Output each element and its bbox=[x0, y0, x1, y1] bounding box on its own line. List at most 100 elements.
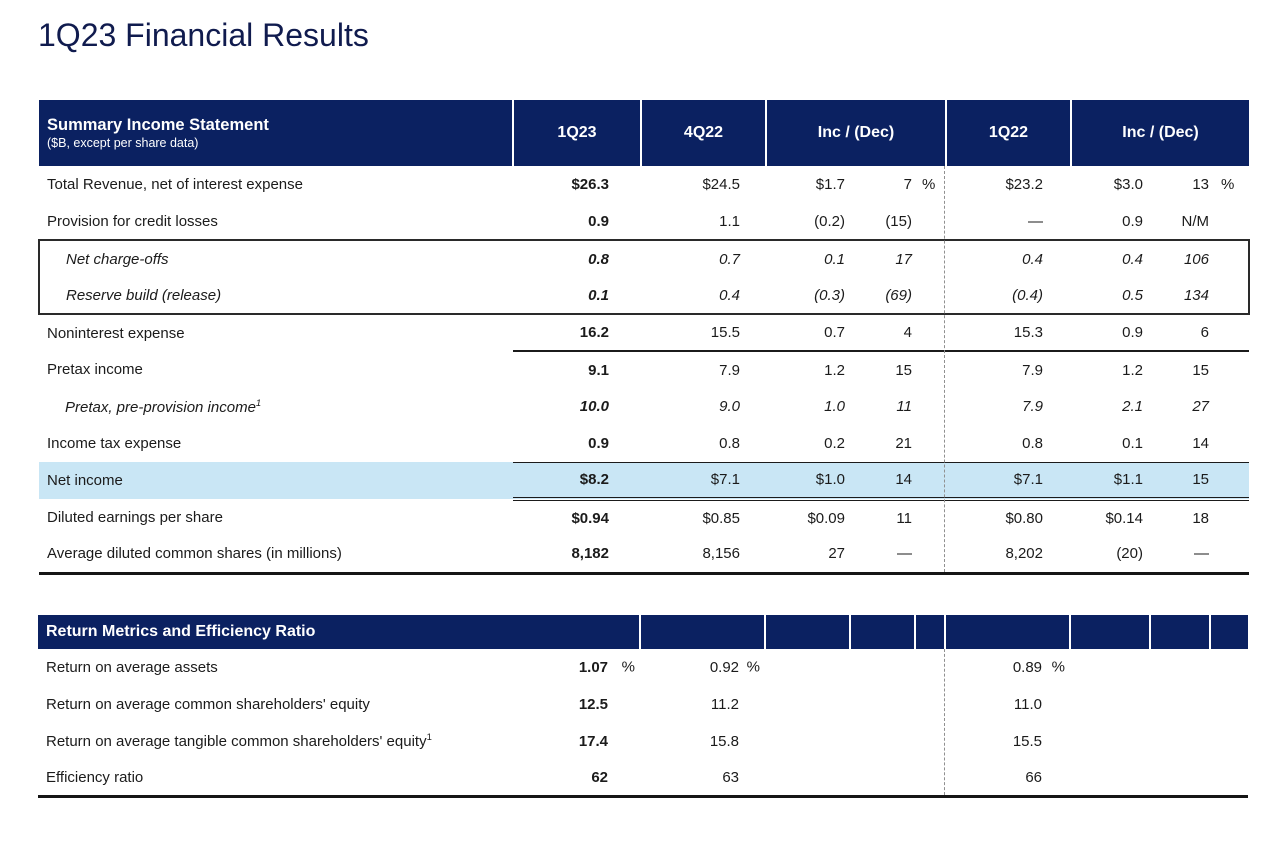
percent-sign-cell bbox=[1211, 350, 1250, 388]
value-cell: 7.9 bbox=[946, 350, 1071, 388]
empty-cell bbox=[915, 723, 945, 760]
value-cell: 12.5 bbox=[578, 695, 609, 713]
percent-sign: % bbox=[1051, 658, 1066, 676]
row-label: Provision for credit losses bbox=[47, 212, 218, 230]
footnote-marker: 1 bbox=[426, 732, 432, 743]
table-row: Average diluted common shares (in millio… bbox=[39, 536, 1250, 575]
empty-cell bbox=[1070, 723, 1150, 760]
empty-cell bbox=[1150, 759, 1211, 798]
value-cell: 7 bbox=[903, 176, 912, 193]
value-cell: 9.1 bbox=[513, 350, 641, 388]
value-cell: 0.9 bbox=[1122, 324, 1143, 341]
value-cell: 9.0 bbox=[719, 398, 740, 415]
value-cell: 17 bbox=[851, 239, 916, 277]
slide: 1Q23 Financial Results Summary Income St… bbox=[38, 17, 1251, 798]
value-cell: N/M bbox=[1181, 212, 1210, 230]
return-metrics-header-row: Return Metrics and Efficiency Ratio bbox=[38, 614, 1249, 649]
col-header-inc-dec-qoq: Inc / (Dec) bbox=[765, 100, 946, 166]
percent-sign-cell: % bbox=[1221, 176, 1235, 193]
value-cell: $7.1 bbox=[641, 461, 766, 501]
percent-sign-cell bbox=[916, 461, 946, 501]
empty-cell bbox=[765, 649, 850, 686]
value-cell: 11.2 bbox=[710, 695, 740, 713]
value-cell: $3.0 bbox=[1113, 176, 1143, 193]
percent-sign-cell bbox=[916, 499, 946, 536]
table-row: Return on average assets 1.07% 0.92% 0.89% bbox=[38, 649, 1248, 686]
value-cell: 0.1 bbox=[766, 239, 851, 277]
header-spacer bbox=[639, 614, 766, 649]
value-cell: 1.0 bbox=[824, 398, 845, 415]
percent-sign: % bbox=[746, 658, 761, 676]
value-cell: 14 bbox=[851, 461, 916, 501]
value-cell: 0.9 bbox=[588, 434, 609, 452]
percent-sign-cell bbox=[916, 239, 946, 277]
value-cell: 18 bbox=[1192, 510, 1209, 527]
percent-sign-cell bbox=[916, 536, 946, 575]
value-cell: (20) bbox=[1071, 536, 1151, 575]
value-cell: 6 bbox=[1200, 324, 1209, 341]
value-cell: 0.4 bbox=[1071, 239, 1151, 277]
row-label: Income tax expense bbox=[47, 435, 182, 452]
percent-sign: % bbox=[621, 658, 636, 676]
value-cell: 15 bbox=[1151, 350, 1211, 388]
value-cell: 0.8 bbox=[1022, 434, 1043, 452]
value-cell: 66 bbox=[945, 759, 1071, 798]
percent-sign-cell bbox=[1211, 461, 1250, 501]
value-cell: 15.3 bbox=[1013, 324, 1043, 341]
col-header-4q22: 4Q22 bbox=[640, 100, 766, 166]
percent-sign-cell bbox=[916, 425, 946, 462]
percent-sign-cell bbox=[1211, 239, 1251, 277]
return-metrics-table: Return Metrics and Efficiency Ratio Retu… bbox=[38, 614, 1249, 798]
value-cell: 15 bbox=[851, 350, 916, 388]
table-row: Income tax expense 0.9 0.8 0.2 21 0.8 0.1 14 bbox=[39, 425, 1249, 462]
value-cell: $24.5 bbox=[702, 176, 740, 193]
percent-sign-cell bbox=[916, 314, 946, 351]
value-cell: 0.4 bbox=[946, 239, 1071, 277]
empty-cell bbox=[765, 723, 850, 760]
row-label: Reserve build (release) bbox=[38, 277, 513, 315]
percent-sign-cell bbox=[916, 203, 946, 240]
col-header-1q22: 1Q22 bbox=[945, 100, 1071, 166]
value-cell: $26.3 bbox=[571, 176, 609, 193]
value-cell: 7.9 bbox=[641, 350, 766, 388]
value-cell: 27 bbox=[1192, 398, 1209, 415]
value-cell: 0.7 bbox=[641, 239, 766, 277]
empty-cell bbox=[1150, 723, 1210, 760]
value-cell: $7.1 bbox=[946, 461, 1071, 501]
empty-cell bbox=[765, 759, 851, 798]
page-title: 1Q23 Financial Results bbox=[38, 17, 369, 53]
percent-sign-cell bbox=[1211, 277, 1251, 315]
value-cell: 11 bbox=[896, 510, 912, 527]
value-cell: (15) bbox=[885, 212, 912, 230]
percent-sign-cell bbox=[1211, 388, 1249, 425]
value-cell: 11.0 bbox=[1013, 695, 1043, 713]
value-cell: $23.2 bbox=[1005, 176, 1043, 193]
header-spacer bbox=[764, 614, 851, 649]
value-cell: 0.7 bbox=[824, 324, 845, 341]
return-metrics-title-cell: Return Metrics and Efficiency Ratio bbox=[38, 614, 641, 649]
value-cell: 1.2 bbox=[1071, 350, 1151, 388]
income-statement-header: Summary Income Statement ($B, except per… bbox=[39, 100, 1250, 166]
value-cell: 1.07% bbox=[578, 658, 636, 676]
income-statement-header-row: Summary Income Statement ($B, except per… bbox=[39, 100, 1250, 166]
value-cell: 0.2 bbox=[824, 434, 845, 452]
value-cell: 27 bbox=[766, 536, 851, 575]
value-cell: 0.92% bbox=[709, 658, 761, 676]
table-row: Provision for credit losses 0.9 1.1 (0.2) (1… bbox=[39, 203, 1249, 240]
row-label: Pretax, pre-provision income1 bbox=[65, 397, 262, 416]
empty-cell bbox=[1150, 686, 1210, 723]
percent-sign-cell bbox=[916, 388, 946, 425]
header-spacer bbox=[914, 614, 946, 649]
percent-sign-cell bbox=[916, 350, 946, 388]
value-cell: 16.2 bbox=[579, 324, 609, 341]
value-cell: 15.5 bbox=[1012, 732, 1043, 750]
value-cell: 0.5 bbox=[1071, 277, 1151, 315]
value-cell: 0.1 bbox=[1122, 434, 1143, 452]
value-cell: 62 bbox=[512, 759, 641, 798]
return-metrics-header: Return Metrics and Efficiency Ratio bbox=[38, 614, 1249, 649]
percent-sign-cell bbox=[1211, 536, 1250, 575]
column-divider-dashed-line bbox=[944, 166, 945, 572]
row-label: Total Revenue, net of interest expense bbox=[47, 176, 303, 193]
value-cell: 15 bbox=[1151, 461, 1211, 501]
row-label: Net income bbox=[39, 462, 513, 499]
